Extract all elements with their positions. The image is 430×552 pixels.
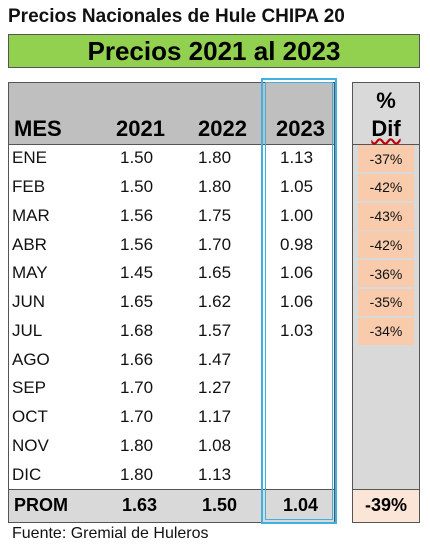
row-2022: 1.57 bbox=[198, 320, 232, 340]
row-2023: 1.00 bbox=[280, 205, 314, 225]
row-2022: 1.47 bbox=[198, 349, 232, 369]
row-2023: 1.13 bbox=[280, 148, 314, 168]
report-title: Precios Nacionales de Hule CHIPA 20 bbox=[8, 6, 345, 27]
row-2021: 1.70 bbox=[120, 407, 154, 427]
row-2023: 1.06 bbox=[280, 292, 314, 312]
price-table: MES 2021 2022 2023 % Dif ENE 1.50 1.80 1… bbox=[8, 82, 420, 523]
row-mes: JUL bbox=[12, 320, 43, 340]
row-2021: 1.56 bbox=[120, 205, 154, 225]
row-2023: 1.06 bbox=[280, 263, 314, 283]
price-range-banner: Precios 2021 al 2023 bbox=[8, 34, 420, 68]
row-dif: -35% bbox=[358, 288, 414, 316]
source-note: Fuente: Gremial de Huleros bbox=[12, 525, 209, 542]
row-dif: -36% bbox=[358, 260, 414, 287]
dif-border-left bbox=[352, 82, 353, 522]
dif-border-top bbox=[352, 82, 420, 83]
table-border-left bbox=[8, 82, 9, 522]
row-mes: AGO bbox=[12, 349, 50, 369]
row-mes: DIC bbox=[12, 464, 42, 484]
row-dif: -34% bbox=[358, 317, 414, 345]
row-mes: MAR bbox=[12, 205, 50, 225]
row-dif: -42% bbox=[358, 173, 414, 201]
row-dif: -37% bbox=[358, 145, 414, 172]
row-2022: 1.08 bbox=[198, 435, 232, 455]
row-2021: 1.50 bbox=[120, 148, 154, 168]
column-2023-highlight bbox=[261, 78, 337, 524]
header-mes: MES bbox=[14, 116, 62, 141]
footer-2023: 1.04 bbox=[283, 495, 319, 515]
row-2021: 1.80 bbox=[120, 464, 154, 484]
row-mes: ABR bbox=[12, 234, 47, 254]
row-2022: 1.80 bbox=[198, 148, 232, 168]
row-mes: OCT bbox=[12, 407, 48, 427]
footer-2021: 1.63 bbox=[122, 495, 158, 515]
row-2021: 1.56 bbox=[120, 234, 154, 254]
row-2022: 1.17 bbox=[198, 407, 232, 427]
row-2021: 1.70 bbox=[120, 378, 154, 398]
row-2021: 1.65 bbox=[120, 292, 154, 312]
row-mes: SEP bbox=[12, 378, 47, 398]
header-2022: 2022 bbox=[198, 116, 247, 141]
row-dif: -43% bbox=[358, 202, 414, 230]
header-divider bbox=[8, 144, 335, 145]
row-2021: 1.50 bbox=[120, 177, 154, 197]
table-border-top bbox=[8, 82, 335, 83]
row-2021: 1.66 bbox=[120, 349, 154, 369]
row-mes: MAY bbox=[12, 263, 48, 283]
row-2022: 1.27 bbox=[198, 378, 232, 398]
row-2022: 1.65 bbox=[198, 263, 232, 283]
header-2021: 2021 bbox=[116, 116, 165, 141]
row-2021: 1.68 bbox=[120, 320, 154, 340]
row-2021: 1.45 bbox=[120, 263, 154, 283]
row-2021: 1.80 bbox=[120, 435, 154, 455]
row-2023: 1.05 bbox=[280, 177, 314, 197]
header-dif: Dif bbox=[371, 116, 401, 141]
footer-2022: 1.50 bbox=[202, 495, 238, 515]
row-dif: -42% bbox=[358, 231, 414, 259]
table-header-background bbox=[8, 82, 334, 144]
dif-border-right bbox=[419, 82, 420, 522]
dif-footer-background bbox=[352, 489, 420, 522]
column-2023-highlight-inner bbox=[265, 82, 333, 520]
row-mes: NOV bbox=[12, 435, 49, 455]
row-mes: ENE bbox=[12, 148, 47, 168]
row-2022: 1.13 bbox=[198, 464, 232, 484]
footer-dif: -39% bbox=[364, 495, 408, 515]
row-2022: 1.62 bbox=[198, 292, 232, 312]
row-2022: 1.70 bbox=[198, 234, 232, 254]
row-mes: FEB bbox=[12, 177, 46, 197]
row-mes: JUN bbox=[12, 292, 46, 312]
dif-column-background bbox=[352, 144, 420, 489]
row-2022: 1.80 bbox=[198, 177, 232, 197]
dif-header-divider bbox=[352, 144, 420, 145]
row-2022: 1.75 bbox=[198, 205, 232, 225]
header-percent: % bbox=[376, 88, 396, 113]
table-border-right bbox=[334, 82, 335, 522]
dif-footer-divider bbox=[352, 489, 420, 490]
table-border-bottom bbox=[8, 522, 335, 523]
dif-header-background bbox=[352, 82, 420, 144]
row-2023: 0.98 bbox=[280, 234, 314, 254]
dif-border-bottom bbox=[352, 522, 420, 523]
footer-divider bbox=[8, 489, 335, 490]
header-2023: 2023 bbox=[276, 116, 325, 141]
row-2023: 1.03 bbox=[280, 320, 314, 340]
footer-prom-label: PROM bbox=[14, 495, 68, 515]
table-footer-background bbox=[8, 489, 334, 522]
